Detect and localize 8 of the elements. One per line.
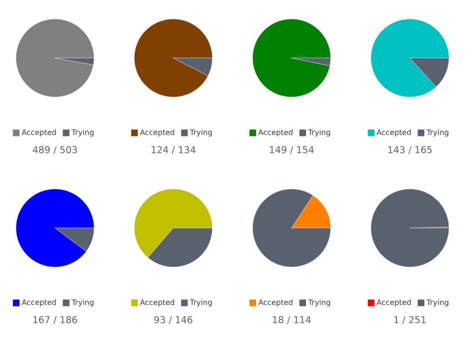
text: 167 / 186 bbox=[33, 316, 78, 324]
text: 124 / 134 bbox=[152, 146, 196, 154]
text: 149 / 154 bbox=[270, 146, 314, 154]
text: 489 / 503 bbox=[32, 146, 77, 154]
text: 1 / 251 bbox=[394, 316, 426, 324]
text: 18 / 114 bbox=[273, 316, 311, 324]
text: 143 / 165 bbox=[388, 146, 432, 154]
text: 93 / 146 bbox=[154, 316, 192, 324]
